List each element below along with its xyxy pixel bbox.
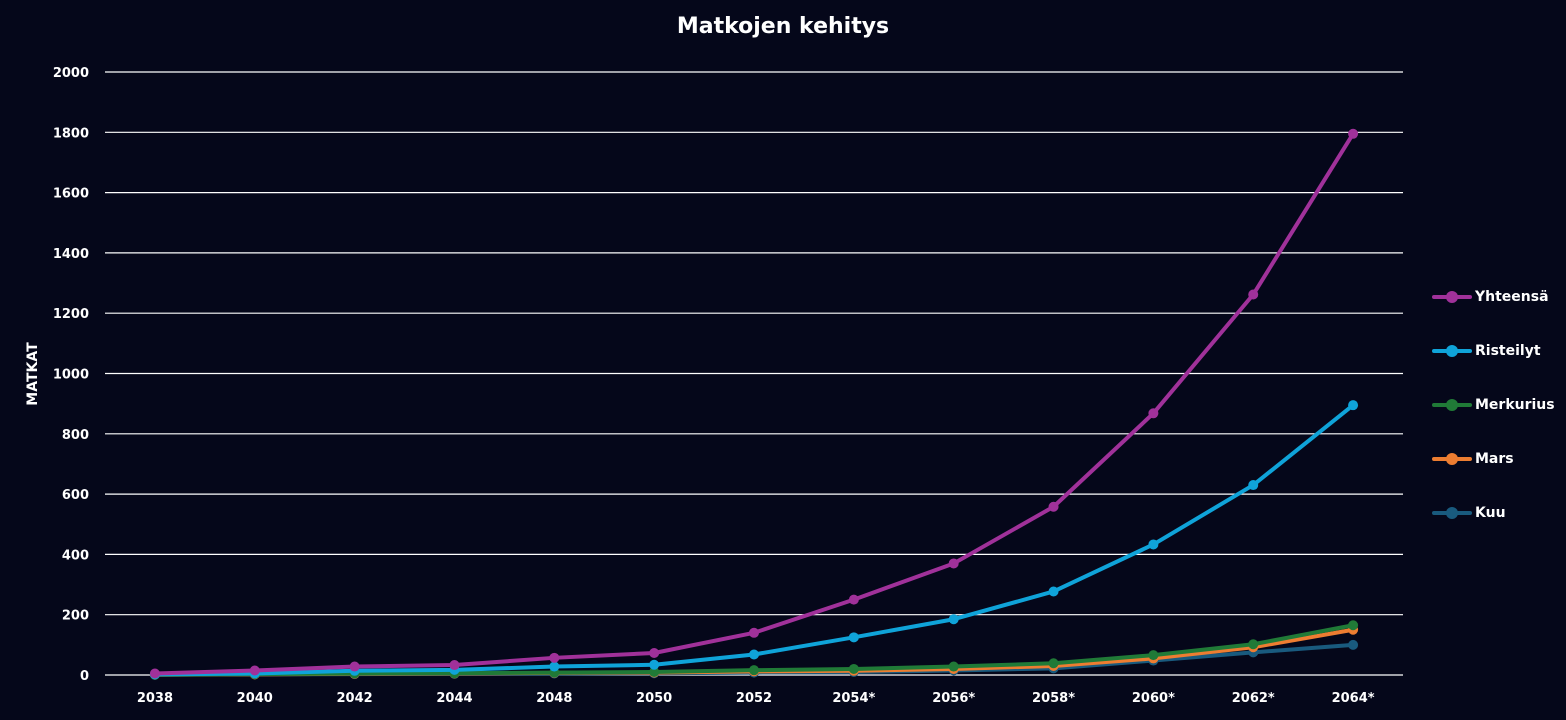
x-tick-label: 2056* (932, 691, 975, 706)
x-tick-label: 2040 (237, 691, 273, 706)
y-tick-label: 600 (62, 488, 89, 503)
y-tick-label: 1000 (53, 368, 89, 383)
legend-swatch (1432, 341, 1472, 361)
data-point (749, 649, 759, 660)
data-point (649, 659, 660, 670)
data-point (1348, 128, 1359, 139)
x-tick-label: 2038 (137, 691, 173, 706)
gridlines (105, 71, 1403, 676)
y-tick-label: 1200 (53, 307, 89, 322)
legend-marker (1446, 345, 1458, 357)
legend-swatch (1432, 449, 1472, 469)
legend: Yhteensä Risteilyt Merkurius Mars Kuu (1432, 270, 1555, 540)
legend-label: Merkurius (1475, 397, 1555, 413)
legend-swatch (1432, 503, 1472, 523)
series-lines (149, 128, 1359, 680)
x-tick-label: 2054* (832, 691, 875, 706)
data-point (848, 663, 859, 674)
data-point (948, 558, 959, 569)
data-point (1248, 289, 1259, 300)
y-tick-label: 800 (62, 428, 89, 443)
legend-label: Yhteensä (1475, 289, 1549, 305)
legend-item: Kuu (1432, 486, 1555, 540)
series-yhteensä (149, 128, 1359, 679)
data-point (549, 652, 560, 663)
y-tick-label: 2000 (53, 66, 89, 81)
data-point (948, 661, 959, 672)
data-point (749, 665, 759, 676)
y-tick-label: 200 (62, 609, 89, 624)
x-tick-label: 2048 (536, 691, 572, 706)
data-point (1048, 586, 1059, 597)
legend-item: Mars (1432, 432, 1555, 486)
data-point (649, 647, 660, 658)
x-tick-label: 2050 (636, 691, 672, 706)
data-point (1348, 620, 1359, 631)
legend-marker (1446, 399, 1458, 411)
legend-label: Mars (1475, 451, 1514, 467)
x-tick-label: 2060* (1132, 691, 1175, 706)
x-tick-label: 2064* (1332, 691, 1375, 706)
legend-marker (1446, 453, 1458, 465)
data-point (149, 668, 160, 679)
x-tick-label: 2042 (337, 691, 373, 706)
data-point (549, 661, 560, 672)
x-tick-label: 2062* (1232, 691, 1275, 706)
legend-marker (1446, 507, 1458, 519)
legend-label: Kuu (1475, 505, 1506, 521)
data-point (249, 665, 260, 676)
data-point (1348, 639, 1359, 650)
data-point (948, 614, 959, 625)
legend-swatch (1432, 287, 1472, 307)
data-point (848, 594, 859, 605)
x-tick-label: 2052 (736, 691, 772, 706)
x-tick-label: 2058* (1032, 691, 1075, 706)
y-axis-ticks: 0 200 400 600 800 1000 1200 1400 1600 1800 2000 (53, 66, 89, 684)
y-tick-label: 1800 (53, 126, 89, 141)
data-point (1148, 408, 1159, 419)
x-tick-label: 2044 (436, 691, 472, 706)
y-tick-label: 400 (62, 548, 89, 563)
y-tick-label: 1600 (53, 187, 89, 202)
x-axis-ticks: 2038 2040 2042 2044 2048 2050 2052 2054* 2056* 20… (137, 691, 1375, 706)
data-point (848, 632, 859, 643)
legend-item: Merkurius (1432, 378, 1555, 432)
data-point (1248, 639, 1259, 650)
data-point (349, 661, 360, 672)
legend-marker (1446, 291, 1458, 303)
y-tick-label: 1400 (53, 247, 89, 262)
legend-label: Risteilyt (1475, 343, 1541, 359)
data-point (1048, 501, 1059, 512)
data-point (749, 627, 759, 638)
data-point (649, 666, 660, 677)
data-point (1148, 539, 1159, 550)
legend-swatch (1432, 395, 1472, 415)
legend-item: Yhteensä (1432, 270, 1555, 324)
data-point (1248, 480, 1259, 491)
chart-title: Matkojen kehitys (676, 14, 890, 39)
y-tick-label: 0 (80, 669, 89, 684)
data-point (1048, 658, 1059, 669)
data-point (449, 660, 460, 671)
data-point (1348, 400, 1359, 411)
series-line (152, 131, 1356, 676)
data-point (1148, 650, 1159, 661)
legend-item: Risteilyt (1432, 324, 1555, 378)
